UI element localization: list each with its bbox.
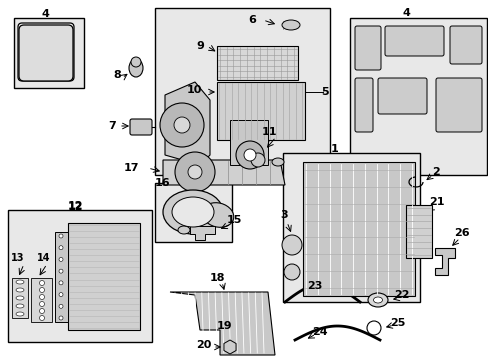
Bar xyxy=(14,18,84,88)
Text: 10: 10 xyxy=(186,85,201,95)
Text: 15: 15 xyxy=(226,215,241,225)
Bar xyxy=(217,46,297,80)
Circle shape xyxy=(40,315,44,320)
Text: 21: 21 xyxy=(428,197,444,207)
Bar xyxy=(55,232,68,322)
Circle shape xyxy=(59,257,63,261)
Circle shape xyxy=(40,294,44,300)
Polygon shape xyxy=(190,226,215,240)
Ellipse shape xyxy=(16,312,24,316)
Polygon shape xyxy=(434,248,454,275)
Bar xyxy=(349,18,486,175)
Circle shape xyxy=(131,57,141,67)
Ellipse shape xyxy=(16,296,24,300)
FancyBboxPatch shape xyxy=(449,26,481,64)
Bar xyxy=(283,153,419,302)
Circle shape xyxy=(40,288,44,292)
FancyBboxPatch shape xyxy=(354,26,380,70)
Ellipse shape xyxy=(16,304,24,308)
Bar xyxy=(155,8,329,175)
Polygon shape xyxy=(164,82,209,165)
Circle shape xyxy=(250,153,264,167)
Text: 26: 26 xyxy=(453,228,469,238)
Polygon shape xyxy=(170,292,274,355)
Circle shape xyxy=(40,309,44,314)
Text: 22: 22 xyxy=(393,290,409,300)
Ellipse shape xyxy=(202,203,233,227)
Ellipse shape xyxy=(172,197,214,227)
Text: 12: 12 xyxy=(67,201,82,211)
Circle shape xyxy=(174,117,190,133)
Polygon shape xyxy=(163,160,285,185)
Circle shape xyxy=(59,234,63,238)
Bar xyxy=(405,205,431,258)
FancyBboxPatch shape xyxy=(435,78,481,132)
FancyBboxPatch shape xyxy=(354,78,372,132)
Ellipse shape xyxy=(178,226,190,234)
Text: 2: 2 xyxy=(431,167,439,177)
Circle shape xyxy=(284,264,299,280)
Circle shape xyxy=(40,302,44,306)
Ellipse shape xyxy=(271,158,284,166)
Circle shape xyxy=(59,269,63,273)
Ellipse shape xyxy=(367,293,387,307)
Text: 5: 5 xyxy=(321,87,328,97)
Bar xyxy=(68,223,140,330)
Circle shape xyxy=(160,103,203,147)
Bar xyxy=(31,278,52,322)
Text: 1: 1 xyxy=(330,144,338,154)
Circle shape xyxy=(244,149,256,161)
Bar xyxy=(217,82,305,140)
Bar xyxy=(303,162,414,296)
Text: 9: 9 xyxy=(196,41,203,51)
Circle shape xyxy=(59,316,63,320)
Text: 23: 23 xyxy=(306,281,322,291)
FancyBboxPatch shape xyxy=(130,119,152,135)
Text: 13: 13 xyxy=(11,253,25,263)
Circle shape xyxy=(40,280,44,285)
Text: 19: 19 xyxy=(216,321,231,331)
Text: 18: 18 xyxy=(209,273,224,283)
Bar xyxy=(12,278,28,318)
Circle shape xyxy=(59,246,63,250)
Text: 4: 4 xyxy=(41,9,49,19)
Ellipse shape xyxy=(16,288,24,292)
Text: 12: 12 xyxy=(67,202,82,212)
Circle shape xyxy=(236,141,264,169)
FancyBboxPatch shape xyxy=(18,23,74,81)
Circle shape xyxy=(59,293,63,297)
Ellipse shape xyxy=(16,280,24,284)
Text: 7: 7 xyxy=(108,121,116,131)
Text: 8: 8 xyxy=(113,70,121,80)
Text: 11: 11 xyxy=(261,127,276,137)
Text: 4: 4 xyxy=(401,8,409,18)
Circle shape xyxy=(187,165,202,179)
Ellipse shape xyxy=(163,190,223,234)
Circle shape xyxy=(59,281,63,285)
Circle shape xyxy=(282,235,302,255)
Ellipse shape xyxy=(129,59,142,77)
Text: 24: 24 xyxy=(311,327,327,337)
FancyBboxPatch shape xyxy=(384,26,443,56)
Text: 3: 3 xyxy=(280,210,287,220)
Bar xyxy=(229,120,267,165)
Circle shape xyxy=(366,321,380,335)
Circle shape xyxy=(59,304,63,308)
FancyBboxPatch shape xyxy=(19,25,73,81)
Ellipse shape xyxy=(373,297,382,303)
Text: 25: 25 xyxy=(389,318,405,328)
Text: 16: 16 xyxy=(155,178,170,188)
Text: 20: 20 xyxy=(196,340,211,350)
Bar xyxy=(8,210,152,342)
Ellipse shape xyxy=(282,20,299,30)
Text: 14: 14 xyxy=(37,253,51,263)
Bar xyxy=(155,183,231,242)
Text: 17: 17 xyxy=(123,163,139,173)
Text: 6: 6 xyxy=(247,15,255,25)
FancyBboxPatch shape xyxy=(377,78,426,114)
Circle shape xyxy=(175,152,215,192)
